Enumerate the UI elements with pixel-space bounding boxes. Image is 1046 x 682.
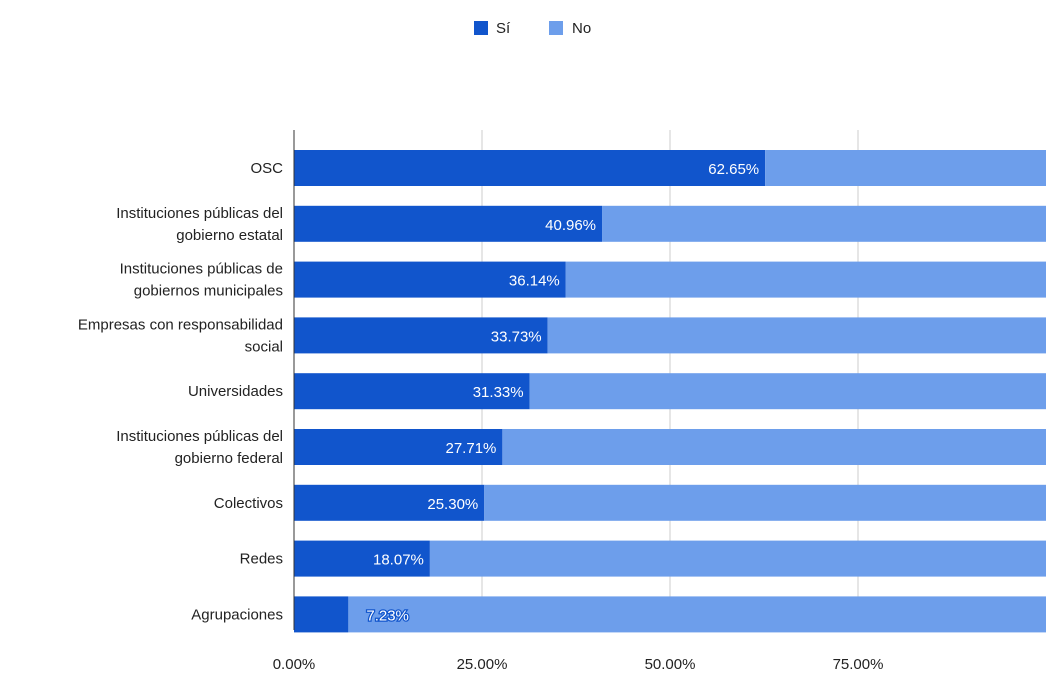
bar-si-2 [294, 261, 566, 298]
bar-no-3 [547, 317, 1046, 354]
bar-si-6 [294, 484, 485, 521]
bar-no-2 [565, 261, 1046, 298]
bar-si-1 [294, 205, 603, 242]
bar-no-1 [602, 205, 1046, 242]
bar-si-4 [294, 373, 530, 410]
category-label-5-line-1: gobierno federal [175, 450, 283, 467]
category-label-2: Instituciones públicas de gobiernos munic… [120, 261, 283, 300]
category-label-4: Universidades [188, 383, 283, 400]
legend-label-si: Sí [496, 20, 511, 37]
bar-si-3 [294, 317, 548, 354]
category-label-2-line-0: Instituciones públicas de [120, 261, 283, 278]
bar-no-0 [765, 150, 1046, 186]
category-label-2-line-1: gobiernos municipales [134, 283, 283, 300]
data-label-3: 33.73% [491, 328, 542, 345]
category-label-0-line-0: OSC [250, 160, 283, 177]
category-label-6-line-0: Colectivos [214, 495, 283, 512]
data-label-6: 25.30% [427, 496, 478, 513]
data-label-7: 18.07% [373, 552, 424, 569]
category-label-3-line-1: social [245, 338, 283, 355]
legend-label-no: No [572, 20, 591, 37]
data-label-5: 27.71% [446, 440, 497, 457]
category-label-7-line-0: Redes [240, 551, 283, 568]
bar-no-5 [502, 429, 1046, 465]
bar-si-8 [294, 596, 349, 633]
category-label-6: Colectivos [214, 495, 283, 512]
category-label-4-line-0: Universidades [188, 383, 283, 400]
bar-si-5 [294, 429, 503, 465]
data-label-1: 40.96% [545, 217, 596, 234]
category-label-3-line-0: Empresas con responsabilidad [78, 316, 283, 333]
data-labels: 62.65% 40.96% 36.14% 33.73% 31.33% 27.71% 25.3… [365, 161, 759, 626]
category-label-8-line-0: Agrupaciones [191, 606, 283, 623]
bars [294, 150, 1046, 633]
x-tick-label-1: 25.00% [457, 656, 508, 673]
bar-no-8 [348, 596, 1046, 633]
bar-si-7 [294, 540, 430, 577]
bar-si-0 [294, 150, 766, 186]
legend: Sí No [474, 20, 591, 37]
x-tick-label-3: 75.00% [833, 656, 884, 673]
data-label-4: 31.33% [473, 384, 524, 401]
category-label-0: OSC [250, 160, 283, 177]
category-label-5-line-0: Instituciones públicas del [116, 428, 283, 445]
category-label-1: Instituciones públicas del gobierno estat… [116, 205, 283, 244]
category-label-1-line-1: gobierno estatal [176, 227, 283, 244]
legend-swatch-no [549, 21, 563, 35]
bar-no-4 [529, 373, 1046, 410]
category-labels: OSC Instituciones públicas del gobierno es… [78, 160, 283, 623]
category-label-5: Instituciones públicas del gobierno feder… [116, 428, 283, 467]
x-tick-label-2: 50.00% [645, 656, 696, 673]
x-tick-label-0: 0.00% [273, 656, 316, 673]
data-label-8: 7.23% [366, 607, 409, 624]
category-label-1-line-0: Instituciones públicas del [116, 205, 283, 222]
category-label-8: Agrupaciones [191, 606, 283, 623]
bar-no-6 [484, 484, 1046, 521]
bar-no-7 [429, 540, 1046, 577]
legend-swatch-si [474, 21, 488, 35]
category-label-3: Empresas con responsabilidad social [78, 316, 283, 355]
category-label-7: Redes [240, 551, 283, 568]
data-label-0: 62.65% [708, 161, 759, 178]
data-label-2: 36.14% [509, 273, 560, 290]
x-axis-ticks: 0.00% 25.00% 50.00% 75.00% [273, 656, 884, 673]
